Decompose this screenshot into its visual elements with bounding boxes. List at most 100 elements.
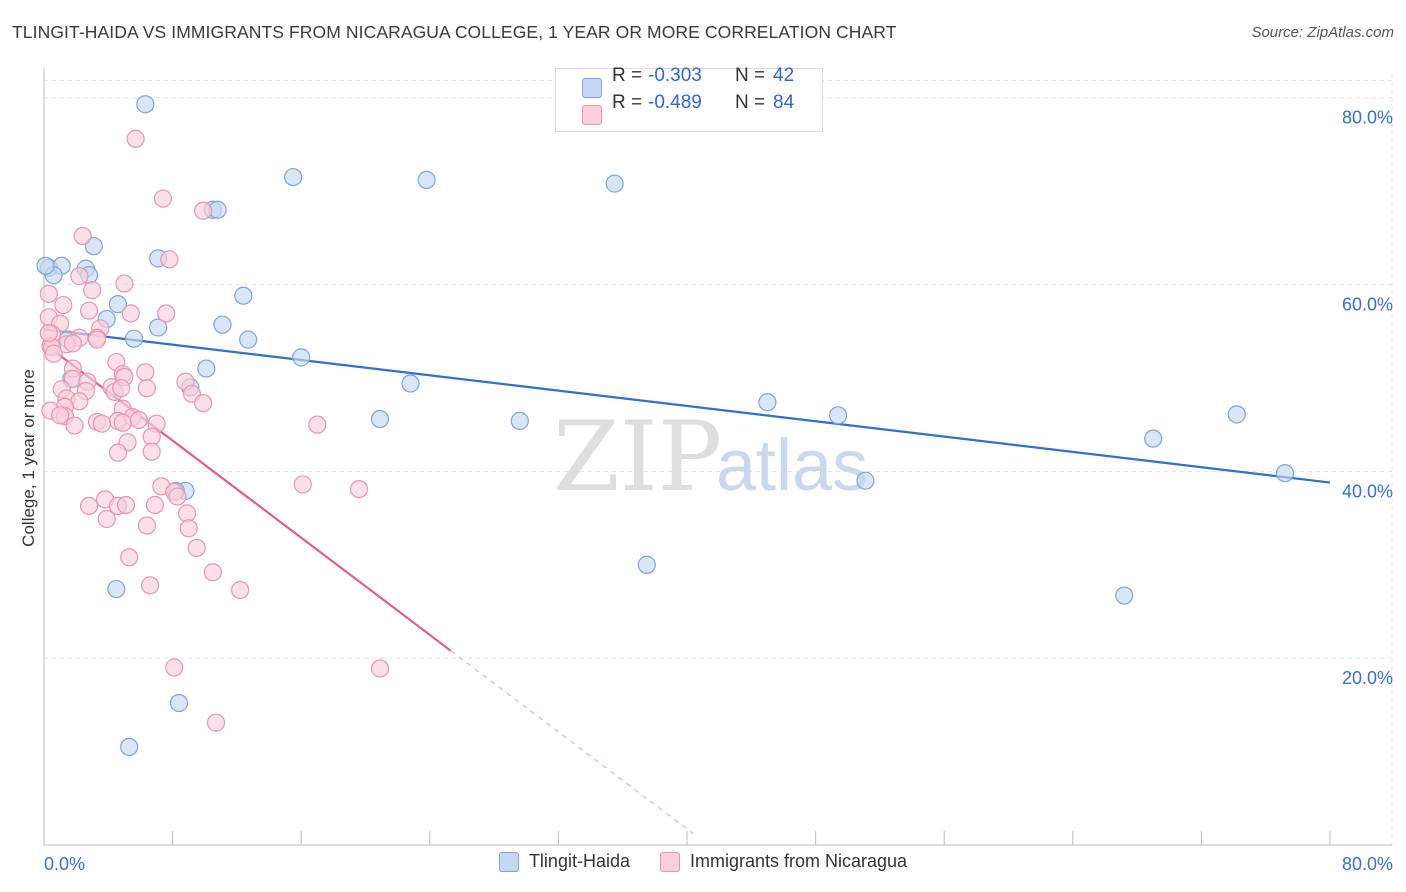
tlingit-haida-point <box>213 315 232 334</box>
tlingit-haida-trendline <box>43 328 1331 484</box>
stats-swatch-pink <box>582 105 602 125</box>
nicaragua-point <box>370 659 390 678</box>
watermark-atlas: atlas <box>716 426 868 506</box>
nicaragua-point <box>113 413 132 432</box>
nicaragua-point <box>39 284 58 303</box>
nicaragua-point <box>79 496 99 516</box>
nicaragua-point <box>187 538 206 558</box>
nicaragua-point <box>73 226 92 246</box>
nicaragua-point <box>168 487 187 506</box>
nicaragua-point <box>140 576 160 595</box>
nicaragua-point <box>63 334 83 353</box>
nicaragua-point <box>112 379 131 398</box>
tlingit-haida-point <box>856 471 875 490</box>
x-tick-label-min: 0.0% <box>44 854 85 874</box>
tlingit-haida-point <box>197 359 216 378</box>
tlingit-haida-point <box>1275 464 1295 483</box>
tlingit-haida-point <box>1227 405 1246 424</box>
nicaragua-point <box>165 658 184 677</box>
stats-r-value-blue: -0.303 <box>648 65 702 86</box>
stats-r-value-pink: -0.489 <box>648 92 702 113</box>
nicaragua-point <box>87 330 107 349</box>
tlingit-haida-point <box>758 393 777 412</box>
tlingit-haida-point <box>108 295 128 314</box>
nicaragua-point <box>177 504 197 523</box>
nicaragua-point <box>39 323 58 343</box>
tlingit-haida-point <box>605 174 624 193</box>
y-tick-label: 60.0% <box>1342 295 1393 315</box>
tlingit-haida-point <box>149 318 168 337</box>
y-axis-label: College, 1 year or more <box>19 369 38 547</box>
tlingit-haida-point <box>1115 586 1134 605</box>
stats-r-label-blue: R = <box>612 65 643 86</box>
nicaragua-point <box>97 509 116 529</box>
nicaragua-point <box>115 274 134 293</box>
nicaragua-point <box>126 129 145 148</box>
nicaragua-point <box>194 201 213 220</box>
tlingit-haida-point <box>417 170 436 189</box>
nicaragua-point <box>137 516 156 535</box>
nicaragua-point <box>194 394 213 413</box>
stats-swatch-blue <box>582 78 602 98</box>
nicaragua-point <box>92 414 111 433</box>
tlingit-haida-point <box>284 167 303 187</box>
nicaragua-point <box>116 495 136 515</box>
y-tick-label: 20.0% <box>1342 668 1393 688</box>
tlingit-haida-point <box>829 406 848 425</box>
nicaragua-point <box>206 713 226 732</box>
nicaragua-point <box>160 250 179 269</box>
nicaragua-point <box>203 563 222 582</box>
tlingit-haida-point <box>637 555 656 574</box>
legend-label-blue: Tlingit-Haida <box>528 851 630 871</box>
tlingit-haida-point <box>84 237 103 256</box>
nicaragua-point <box>153 189 173 208</box>
nicaragua-point <box>129 410 148 430</box>
tlingit-haida-point <box>510 411 529 430</box>
legend-item-tlingit-haida[interactable]: Tlingit-Haida <box>498 851 630 872</box>
watermark-zip: ZIP <box>553 401 722 513</box>
tlingit-haida-point <box>120 737 139 757</box>
nicaragua-point <box>137 379 156 398</box>
tlingit-haida-point <box>1144 429 1163 448</box>
legend-label-pink: Immigrants from Nicaragua <box>689 851 908 871</box>
legend: Tlingit-Haida Immigrants from Nicaragua <box>0 851 1406 872</box>
nicaragua-point <box>179 519 198 538</box>
nicaragua-point <box>70 267 89 286</box>
tlingit-haida-point <box>370 409 390 429</box>
nicaragua-point <box>120 548 139 567</box>
legend-swatch-pink <box>659 851 680 872</box>
nicaragua-point <box>65 416 84 435</box>
nicaragua-point <box>136 363 155 382</box>
legend-item-nicaragua[interactable]: Immigrants from Nicaragua <box>659 851 908 872</box>
y-tick-label: 80.0% <box>1342 108 1393 128</box>
stats-box: R = -0.303 N = 42 R = -0.489 N = 84 <box>555 65 823 132</box>
x-tick-label-max: 80.0% <box>1342 854 1393 874</box>
nicaragua-point <box>54 295 73 315</box>
tlingit-haida-point <box>401 374 420 393</box>
tlingit-haida-point <box>239 330 258 349</box>
stats-n-label-pink: N = <box>735 92 766 113</box>
nicaragua-point <box>293 475 312 494</box>
legend-swatch-blue <box>498 851 519 872</box>
tlingit-haida-point <box>107 579 126 599</box>
nicaragua-point <box>142 442 161 461</box>
nicaragua-point <box>308 415 327 434</box>
chart-title: TLINGIT-HAIDA VS IMMIGRANTS FROM NICARAG… <box>12 22 897 42</box>
nicaragua-point <box>83 281 102 300</box>
nicaragua-point <box>50 406 70 425</box>
tlingit-haida-point <box>124 329 144 348</box>
nicaragua-point <box>108 443 128 462</box>
nicaragua-point <box>145 495 165 515</box>
tlingit-haida-point <box>234 286 253 305</box>
nicaragua-point <box>44 344 63 363</box>
nicaragua-point <box>349 479 369 499</box>
stats-n-value-blue: 42 <box>773 65 795 86</box>
nicaragua-point <box>79 301 99 320</box>
nicaragua-trendline-extension <box>450 650 694 835</box>
tlingit-haida-point <box>292 348 311 367</box>
stats-n-label-blue: N = <box>735 65 766 86</box>
tlingit-haida-point <box>36 256 55 275</box>
nicaragua-point <box>231 580 250 600</box>
stats-r-label-pink: R = <box>612 92 643 113</box>
